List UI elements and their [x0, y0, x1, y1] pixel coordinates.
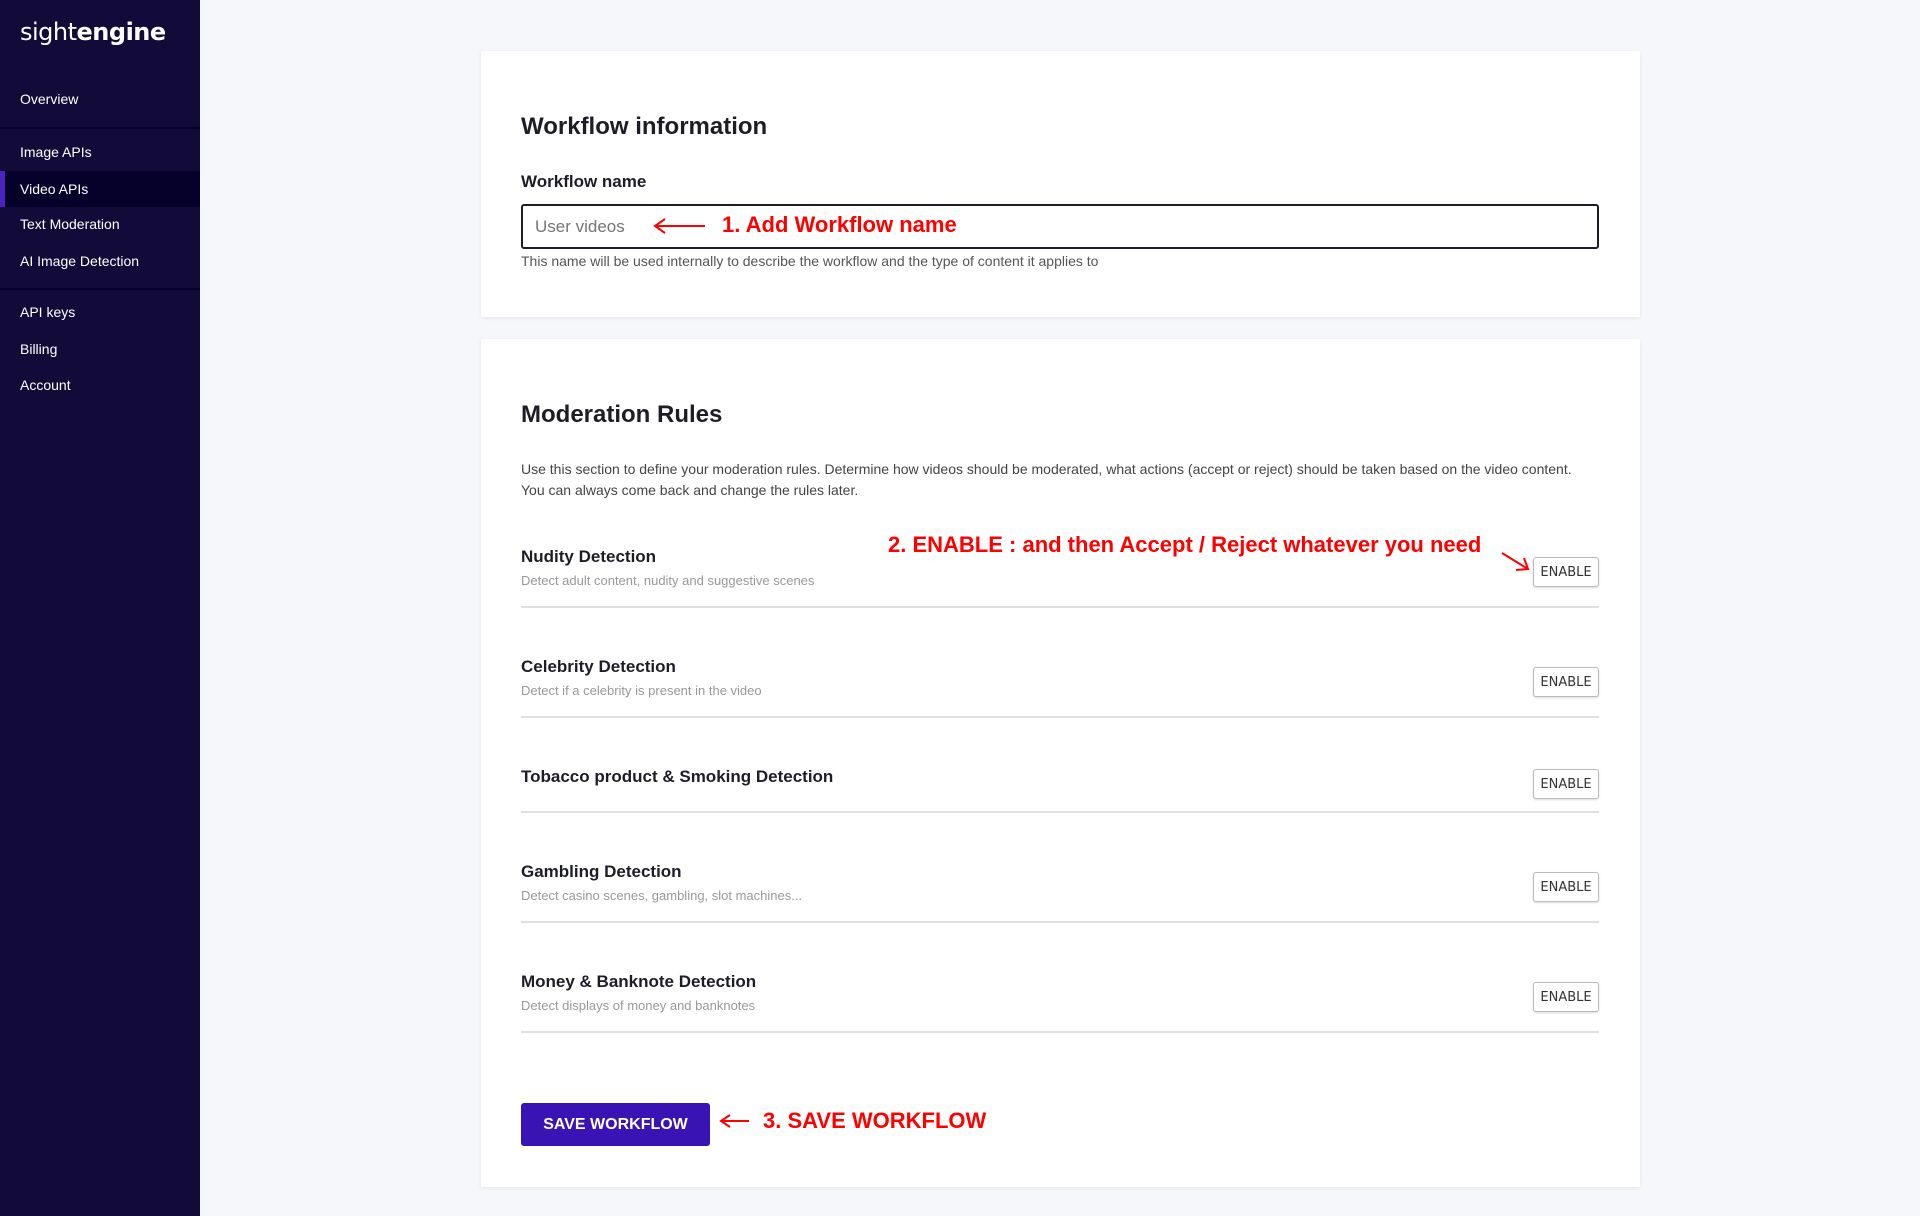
annotation-step-2: 2. ENABLE : and then Accept / Reject wha… [888, 532, 1482, 557]
enable-nudity-button[interactable]: ENABLE [1533, 557, 1599, 587]
rule-tobacco: Tobacco product & Smoking Detection ENAB… [521, 767, 1599, 813]
rule-nudity: Nudity Detection Detect adult content, n… [521, 547, 1599, 608]
moderation-rules-card: Moderation Rules Use this section to def… [481, 339, 1640, 1187]
section-title: Moderation Rules [521, 401, 723, 428]
sidebar-item-api-keys[interactable]: API keys [20, 304, 76, 320]
rule-title: Nudity Detection [521, 547, 657, 566]
divider [0, 127, 200, 129]
rule-money: Money & Banknote Detection Detect displa… [521, 972, 1599, 1033]
annotation-arrow-icon [653, 218, 705, 234]
save-workflow-button[interactable]: SAVE WORKFLOW [521, 1103, 710, 1146]
rule-gambling: Gambling Detection Detect casino scenes,… [521, 862, 1599, 923]
enable-celebrity-button[interactable]: ENABLE [1533, 667, 1599, 697]
enable-tobacco-button[interactable]: ENABLE [1533, 769, 1599, 799]
annotation-step-1: 1. Add Workflow name [722, 212, 957, 237]
rule-title: Gambling Detection [521, 862, 682, 881]
enable-money-button[interactable]: ENABLE [1533, 982, 1599, 1012]
sidebar-item-billing[interactable]: Billing [20, 341, 58, 357]
rule-title: Money & Banknote Detection [521, 972, 757, 991]
enable-gambling-button[interactable]: ENABLE [1533, 872, 1599, 902]
sidebar-item-video-apis[interactable]: Video APIs [0, 171, 200, 207]
workflow-name-input[interactable] [521, 204, 1599, 249]
workflow-name-help: This name will be used internally to des… [521, 253, 1099, 269]
sidebar-item-account[interactable]: Account [20, 377, 71, 393]
logo[interactable]: sightengine [20, 18, 166, 46]
annotation-step-3: 3. SAVE WORKFLOW [763, 1108, 987, 1133]
rule-title: Tobacco product & Smoking Detection [521, 767, 834, 786]
rule-title: Celebrity Detection [521, 657, 676, 676]
rule-subtitle: Detect casino scenes, gambling, slot mac… [521, 888, 803, 903]
rule-subtitle: Detect adult content, nudity and suggest… [521, 573, 815, 588]
divider [0, 288, 200, 290]
workflow-info-card: Workflow information Workflow name This … [481, 51, 1640, 317]
sidebar-item-image-apis[interactable]: Image APIs [20, 144, 92, 160]
sidebar-item-ai-image-detection[interactable]: AI Image Detection [20, 253, 140, 269]
rule-subtitle: Detect displays of money and banknotes [521, 998, 756, 1013]
workflow-name-label: Workflow name [521, 172, 647, 191]
sidebar-item-overview[interactable]: Overview [20, 91, 79, 107]
annotation-arrow-icon [1501, 552, 1530, 571]
rules-description: Use this section to define your moderati… [521, 461, 1572, 498]
annotation-arrow-icon [719, 1114, 749, 1128]
section-title: Workflow information [521, 113, 768, 140]
rule-subtitle: Detect if a celebrity is present in the … [521, 683, 762, 698]
sidebar-item-text-moderation[interactable]: Text Moderation [20, 216, 120, 232]
rule-celebrity: Celebrity Detection Detect if a celebrit… [521, 657, 1599, 718]
sidebar: sightengine Overview Image APIs Video AP… [0, 0, 200, 1216]
